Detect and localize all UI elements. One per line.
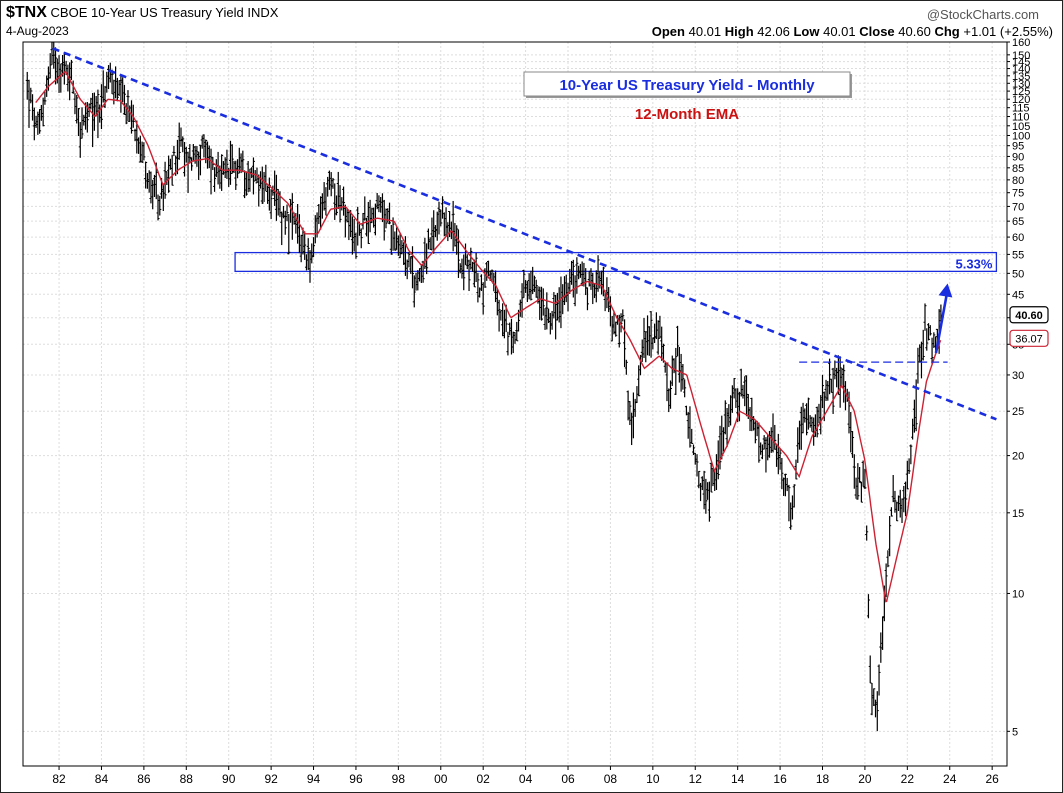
chg-label: Chg <box>934 24 960 39</box>
y-tick-label: 145 <box>1012 57 1030 69</box>
y-tick-label: 75 <box>1012 188 1024 200</box>
quote-bar: Open 40.01 High 42.06 Low 40.01 Close 40… <box>652 24 1053 39</box>
trendline-layer <box>52 47 997 421</box>
trendline <box>52 47 997 421</box>
x-tick-label: 00 <box>434 772 448 786</box>
x-tick-label: 02 <box>477 772 491 786</box>
y-tick-label: 105 <box>1012 121 1030 133</box>
axes: 82 84 86 88 90 92 94 96 98 00 02 04 06 08 10 12 14 16 18 20… <box>22 37 1030 786</box>
chart-subtitle: 12-Month EMA <box>635 106 739 123</box>
close-tag-label: 40.60 <box>1015 310 1043 322</box>
x-tick-label: 22 <box>901 772 915 786</box>
x-tick-label: 12 <box>689 772 703 786</box>
y-tick-label: 45 <box>1012 289 1024 301</box>
y-tick-label: 160 <box>1012 37 1030 49</box>
chart-header-left: $TNX CBOE 10-Year US Treasury Yield INDX <box>6 4 278 22</box>
x-tick-label: 14 <box>731 772 745 786</box>
y-tick-label: 20 <box>1012 451 1024 463</box>
labels: 5.33% 10-Year US Treasury Yield - Monthly… <box>523 71 1049 347</box>
y-tick-label: 90 <box>1012 151 1024 163</box>
watermark: @StockCharts.com <box>926 7 1039 22</box>
x-tick-label: 82 <box>52 772 66 786</box>
y-tick-label: 140 <box>1012 64 1030 76</box>
x-tick-label: 06 <box>561 772 575 786</box>
x-tick-label: 86 <box>137 772 151 786</box>
x-tick-label: 90 <box>222 772 236 786</box>
y-tick-label: 50 <box>1012 268 1024 280</box>
y-tick-label: 85 <box>1012 163 1024 175</box>
resistance-box <box>234 251 998 273</box>
instrument-name: CBOE 10-Year US Treasury Yield <box>50 5 244 20</box>
y-tick-label: 80 <box>1012 175 1024 187</box>
close-value: 40.60 <box>898 24 931 39</box>
x-tick-label: 24 <box>943 772 957 786</box>
y-tick-label: 130 <box>1012 78 1030 90</box>
low-label: Low <box>793 24 820 39</box>
up-arrow-shaft <box>934 289 949 354</box>
annotation-value: 5.33% <box>956 256 993 271</box>
y-tick-label: 5 <box>1012 726 1018 738</box>
y-tick-label: 65 <box>1012 216 1024 228</box>
x-tick-label: 88 <box>180 772 194 786</box>
x-tick-label: 18 <box>816 772 830 786</box>
y-tick-label: 60 <box>1012 232 1024 244</box>
symbol: $TNX <box>6 4 47 21</box>
open-value: 40.01 <box>688 24 722 39</box>
y-tick-label: 10 <box>1012 588 1024 600</box>
ema-tag <box>1009 329 1049 347</box>
chart-title: 10-Year US Treasury Yield - Monthly <box>559 77 815 94</box>
x-tick-label: 96 <box>349 772 363 786</box>
high-label: High <box>724 24 754 39</box>
x-tick-label: 20 <box>858 772 872 786</box>
x-tick-label: 94 <box>307 772 321 786</box>
y-tick-label: 115 <box>1012 103 1030 115</box>
y-tick-label: 150 <box>1012 50 1030 62</box>
y-tick-label: 100 <box>1012 130 1030 142</box>
resistance-box-layer <box>234 251 998 273</box>
x-tick-label: 04 <box>519 772 533 786</box>
x-tick-label: 16 <box>773 772 787 786</box>
title-box <box>523 71 851 97</box>
up-arrow-head <box>938 283 953 298</box>
x-tick-label: 26 <box>985 772 999 786</box>
y-tick-label: 135 <box>1012 71 1030 83</box>
ema-layer <box>35 71 942 603</box>
y-tick-label: 70 <box>1012 201 1024 213</box>
y-tick-label: 110 <box>1012 112 1030 124</box>
y-tick-label: 55 <box>1012 249 1024 261</box>
close-label: Close <box>859 24 895 39</box>
low-value: 40.01 <box>823 24 856 39</box>
x-tick-label: 08 <box>604 772 618 786</box>
x-tick-label: 84 <box>95 772 109 786</box>
chart-date: 4-Aug-2023 <box>6 24 69 38</box>
x-tick-label: 10 <box>646 772 660 786</box>
grid <box>23 41 1007 766</box>
y-tick-label: 125 <box>1012 86 1030 98</box>
ema-tag-label: 36.07 <box>1015 333 1043 345</box>
x-tick-label: 92 <box>264 772 278 786</box>
y-tick-label: 25 <box>1012 406 1024 418</box>
plot-border <box>22 41 1008 767</box>
y-tick-label: 15 <box>1012 508 1024 520</box>
exchange: INDX <box>247 5 279 20</box>
high-value: 42.06 <box>757 24 790 39</box>
y-tick-label: 120 <box>1012 94 1030 106</box>
ema-line <box>35 71 942 603</box>
y-tick-label: 30 <box>1012 370 1024 382</box>
y-tick-label: 95 <box>1012 141 1024 153</box>
open-label: Open <box>651 24 685 39</box>
chg-value: +1.01 (+2.55%) <box>963 24 1053 39</box>
x-tick-label: 98 <box>392 772 406 786</box>
close-tag <box>1009 306 1049 324</box>
